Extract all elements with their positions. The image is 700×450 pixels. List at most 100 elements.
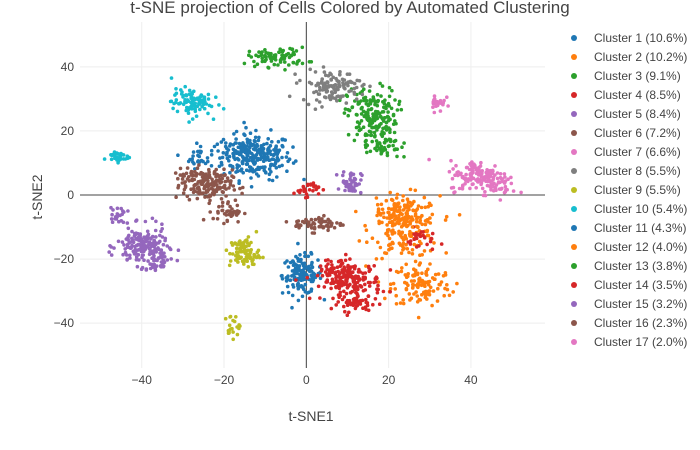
data-point [425, 228, 430, 233]
legend-item[interactable]: Cluster 1 (10.6%) [571, 31, 687, 45]
data-point [277, 50, 282, 55]
data-point [391, 143, 395, 148]
data-point [428, 239, 433, 244]
data-point [384, 231, 388, 236]
data-point [317, 92, 322, 96]
data-point [139, 237, 144, 242]
legend-item[interactable]: Cluster 5 (8.4%) [571, 107, 681, 121]
data-point [392, 206, 396, 211]
legend-item[interactable]: Cluster 3 (9.1%) [571, 69, 681, 83]
data-point [180, 181, 185, 185]
data-point [401, 298, 406, 302]
data-point [388, 130, 392, 135]
data-point [379, 151, 384, 156]
data-point [404, 262, 409, 267]
data-point [432, 110, 437, 115]
data-point [363, 223, 367, 228]
data-point [176, 248, 181, 252]
data-point [419, 205, 424, 210]
data-point [152, 258, 156, 263]
data-point [156, 246, 160, 250]
data-point [235, 203, 240, 208]
legend-item[interactable]: Cluster 9 (5.5%) [571, 183, 681, 197]
legend-item[interactable]: Cluster 11 (4.3%) [571, 221, 686, 235]
legend-item[interactable]: Cluster 12 (4.0%) [571, 240, 687, 254]
data-point [154, 219, 158, 224]
data-point [253, 135, 258, 140]
data-point [348, 185, 352, 190]
data-point [426, 204, 431, 209]
data-point [375, 213, 379, 218]
legend-item[interactable]: Cluster 16 (2.3%) [571, 316, 687, 330]
data-point [316, 216, 321, 221]
data-point [340, 270, 344, 274]
data-point [307, 80, 312, 85]
y-tick-label: 40 [61, 60, 75, 74]
data-point [367, 123, 372, 128]
data-point [492, 185, 496, 189]
legend-item[interactable]: Cluster 4 (8.5%) [571, 88, 681, 102]
data-point [135, 264, 140, 269]
data-point [428, 262, 432, 266]
legend-item[interactable]: Cluster 2 (10.2%) [571, 50, 687, 64]
data-point [436, 272, 441, 276]
data-point [184, 93, 188, 97]
legend-item[interactable]: Cluster 7 (6.6%) [571, 145, 681, 159]
data-point [224, 141, 228, 145]
data-point [320, 77, 325, 81]
data-point [412, 242, 417, 247]
legend-item[interactable]: Cluster 8 (5.5%) [571, 164, 681, 178]
data-point [410, 252, 415, 256]
legend-item[interactable]: Cluster 10 (5.4%) [571, 202, 687, 216]
legend-item[interactable]: Cluster 17 (2.0%) [571, 335, 687, 349]
data-point [353, 181, 358, 186]
data-point [306, 182, 310, 187]
data-point [219, 140, 224, 144]
data-point [173, 171, 178, 175]
data-point [386, 206, 391, 211]
data-point [381, 148, 386, 153]
legend-item[interactable]: Cluster 6 (7.2%) [571, 126, 681, 140]
data-point [279, 274, 284, 278]
data-point [121, 252, 125, 257]
data-point [287, 94, 292, 99]
legend-item[interactable]: Cluster 13 (3.8%) [571, 259, 687, 273]
data-point [343, 309, 347, 314]
data-point [118, 157, 123, 161]
data-point [181, 172, 185, 177]
data-point [380, 132, 384, 136]
data-point [384, 106, 388, 111]
data-point [287, 55, 292, 60]
data-point [222, 221, 226, 226]
data-point [307, 60, 312, 64]
data-point [403, 280, 407, 285]
data-point [373, 102, 377, 107]
legend-item[interactable]: Cluster 14 (3.5%) [571, 278, 687, 292]
data-point [252, 138, 257, 143]
series-3-points [242, 45, 404, 147]
data-point [296, 241, 300, 246]
data-point [210, 177, 214, 182]
data-point [401, 194, 406, 198]
data-point [367, 89, 372, 93]
data-point [430, 247, 435, 251]
data-point [288, 278, 293, 283]
data-point [302, 186, 306, 191]
data-point [202, 97, 206, 102]
data-point [479, 160, 483, 165]
legend-item[interactable]: Cluster 15 (3.2%) [571, 297, 687, 311]
data-point [193, 167, 197, 171]
data-point [140, 265, 145, 270]
x-tick-label: 40 [464, 373, 478, 387]
data-point [185, 177, 190, 181]
data-point [409, 202, 414, 207]
data-point [454, 163, 458, 168]
data-point [336, 279, 341, 284]
data-point [349, 271, 353, 275]
data-point [403, 206, 407, 210]
data-point [426, 280, 430, 284]
data-point [479, 170, 484, 175]
data-point [207, 201, 211, 206]
data-point [291, 50, 296, 55]
data-point [109, 217, 114, 221]
